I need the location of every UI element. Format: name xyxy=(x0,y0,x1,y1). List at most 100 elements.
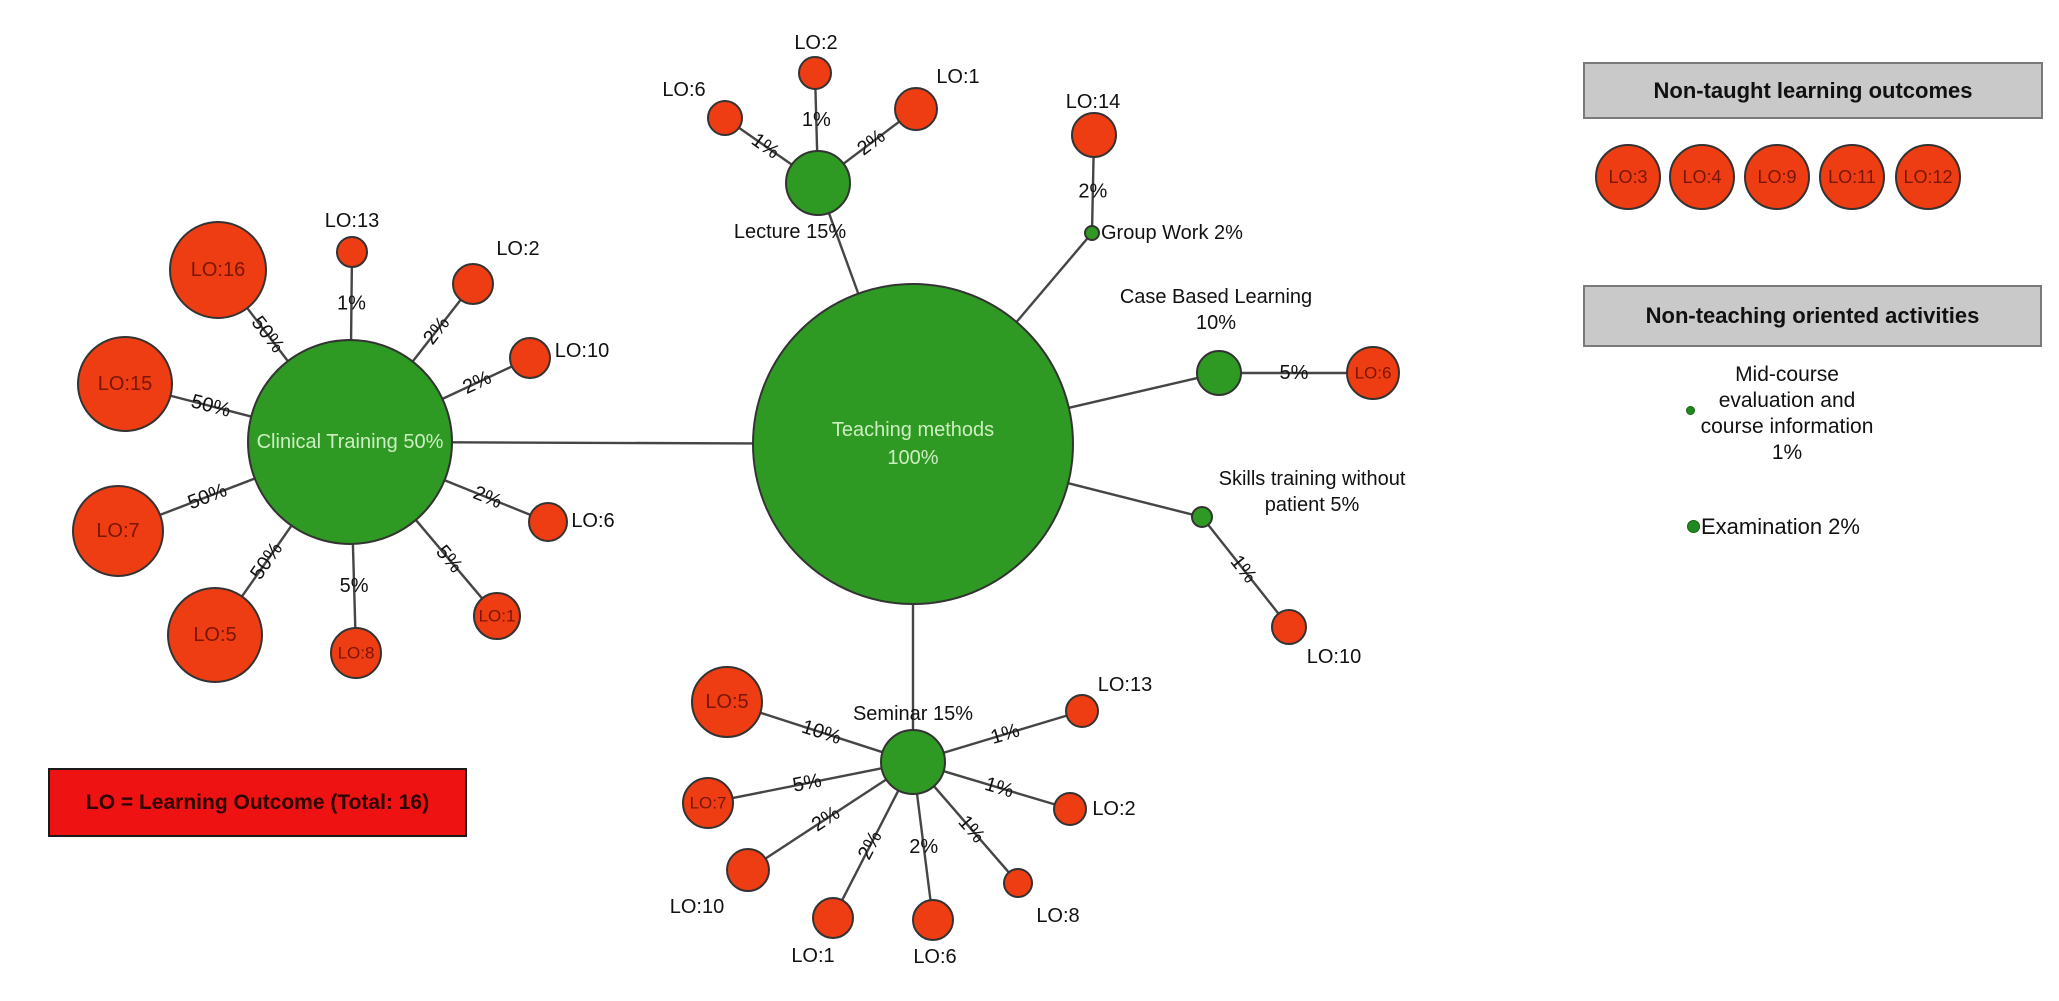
outcome-clinical-lo13-label: LO:13 xyxy=(325,210,379,232)
outcome-clinical-lo15-label: LO:15 xyxy=(98,373,152,395)
nodes-layer xyxy=(72,56,1400,941)
outcome-groupwork-lo14-label: LO:14 xyxy=(1066,91,1120,113)
outcome-clinical-lo6-label: LO:6 xyxy=(571,510,614,532)
edge-lecture-lo6 xyxy=(738,126,793,166)
outcome-seminar-lo5-label: LO:5 xyxy=(705,691,748,713)
outcome-clinical-lo15-circle xyxy=(77,336,173,432)
edge-pct-clinical-lo10: 2% xyxy=(459,366,495,398)
outcome-lecture-lo2-label: LO:2 xyxy=(794,32,837,54)
edge-pct-clinical-lo5: 50% xyxy=(246,538,287,584)
edge-groupwork-lo14 xyxy=(1090,156,1095,227)
outcome-clinical-lo2-label: LO:2 xyxy=(496,238,539,260)
edge-pct-clinical-lo6: 2% xyxy=(470,482,505,513)
outcome-seminar-lo7-circle xyxy=(682,777,734,829)
outcome-groupwork-lo14-circle xyxy=(1071,112,1117,158)
hub-cbl-circle xyxy=(1196,350,1242,396)
edge-seminar-lo5 xyxy=(759,711,883,754)
legend-text: LO = Learning Outcome (Total: 16) xyxy=(85,790,430,814)
outcome-seminar-lo6-label: LO:6 xyxy=(913,946,956,968)
edge-pct-cbl-lo6: 5% xyxy=(1280,362,1309,384)
edge-skills-lo10 xyxy=(1207,524,1280,615)
edge-pct-groupwork-lo14: 2% xyxy=(1078,180,1107,202)
non-taught-lo11-circle: LO:11 xyxy=(1819,144,1885,210)
outcome-clinical-lo13-circle xyxy=(336,236,368,268)
edge-pct-clinical-lo2: 2% xyxy=(419,312,454,348)
edge-pct-clinical-lo13: 1% xyxy=(337,293,366,315)
edge-pct-lecture-lo1: 2% xyxy=(853,125,889,160)
labels-layer: 50%1%2%50%2%50% 2%50%5%5%1%1%2%2%5%1%10%5… xyxy=(96,32,1405,968)
edge-clinical-lo7 xyxy=(159,477,256,517)
edge-clinical-lo6 xyxy=(444,479,531,516)
outcome-seminar-lo13-label: LO:13 xyxy=(1098,674,1152,696)
outcome-seminar-lo8-circle xyxy=(1003,868,1033,898)
outcome-clinical-lo5-label: LO:5 xyxy=(193,624,236,646)
outcome-clinical-lo10-label: LO:10 xyxy=(555,340,609,362)
edge-clinical-teaching xyxy=(451,441,754,445)
edge-lecture-lo1 xyxy=(842,120,900,165)
edge-clinical-lo1 xyxy=(414,519,484,600)
hub-cbl-label: Case Based Learning 10% xyxy=(1120,286,1312,334)
edge-pct-seminar-lo10: 2% xyxy=(808,802,844,836)
outcome-lecture-lo6-circle xyxy=(707,100,743,136)
edge-seminar-lo10 xyxy=(764,778,887,860)
edge-clinical-lo13 xyxy=(349,266,354,341)
edge-pct-seminar-lo1: 2% xyxy=(854,827,887,863)
examination-label: Examination 2% xyxy=(1701,514,1860,539)
outcome-clinical-lo8-circle xyxy=(330,627,382,679)
non-taught-header: Non-taught learning outcomes xyxy=(1583,62,2043,119)
outcome-seminar-lo10-circle xyxy=(726,848,770,892)
edge-pct-seminar-lo6: 2% xyxy=(909,836,938,858)
edge-pct-lecture-lo6: 1% xyxy=(747,129,783,164)
outcome-clinical-lo5-circle xyxy=(167,587,263,683)
hub-lecture-label: Lecture 15% xyxy=(734,221,847,243)
outcome-clinical-lo2-circle xyxy=(452,263,494,305)
edge-pct-lecture-lo2: 1% xyxy=(802,109,831,131)
outcome-seminar-lo6-circle xyxy=(912,899,954,941)
outcome-clinical-lo1-label: LO:1 xyxy=(479,607,516,626)
non-taught-lo12-circle: LO:12 xyxy=(1895,144,1961,210)
outcome-lecture-lo2-circle xyxy=(798,56,832,90)
edge-pct-seminar-lo7: 5% xyxy=(791,770,824,797)
edge-clinical-lo8 xyxy=(351,543,357,629)
edge-pct-seminar-lo5: 10% xyxy=(799,716,844,749)
outcome-seminar-lo8-label: LO:8 xyxy=(1036,905,1079,927)
outcome-lecture-lo1-circle xyxy=(894,87,938,131)
outcome-cbl-lo6-label: LO:6 xyxy=(1355,364,1392,383)
outcome-seminar-lo1-circle xyxy=(812,897,854,939)
hub-groupwork-circle xyxy=(1084,225,1100,241)
midcourse-dot-icon xyxy=(1686,406,1695,415)
non-taught-lo4-circle: LO:4 xyxy=(1669,144,1735,210)
edge-pct-clinical-lo8: 5% xyxy=(340,575,369,597)
edge-clinical-lo16 xyxy=(246,307,289,362)
non-taught-lo11-label: LO:11 xyxy=(1828,166,1876,187)
edge-seminar-lo2 xyxy=(943,770,1056,806)
outcome-clinical-lo8-label: LO:8 xyxy=(338,644,375,663)
non-taught-lo12-label: LO:12 xyxy=(1903,166,1953,187)
midcourse-line-1: Mid-course xyxy=(1735,363,1839,386)
non-taught-lo3-circle: LO:3 xyxy=(1595,144,1661,210)
outcome-seminar-lo5-circle xyxy=(691,666,763,738)
outcome-clinical-lo16-circle xyxy=(169,221,267,319)
edge-seminar-lo8 xyxy=(933,785,1010,874)
non-taught-lo9-circle: LO:9 xyxy=(1744,144,1810,210)
edge-clinical-lo10 xyxy=(441,365,513,400)
outcome-clinical-lo7-circle xyxy=(72,485,164,577)
hub-lecture-circle xyxy=(785,150,851,216)
outcome-clinical-lo10-circle xyxy=(509,337,551,379)
outcome-seminar-lo7-label: LO:7 xyxy=(690,794,727,813)
outcome-seminar-lo10-label: LO:10 xyxy=(670,896,724,918)
outcome-skills-lo10-circle xyxy=(1271,609,1307,645)
hub-teaching-circle xyxy=(752,283,1074,605)
edge-seminar-lo13 xyxy=(943,714,1068,754)
edge-lecture-teaching xyxy=(827,212,860,295)
edge-groupwork-teaching xyxy=(1015,237,1089,323)
outcome-skills-lo10-label: LO:10 xyxy=(1307,646,1361,668)
edge-seminar-lo1 xyxy=(841,789,900,901)
non-teaching-header: Non-teaching oriented activities xyxy=(1583,285,2042,347)
edge-pct-clinical-lo16: 50% xyxy=(247,312,289,357)
outcome-seminar-lo2-label: LO:2 xyxy=(1092,798,1135,820)
hub-seminar-label: Seminar 15% xyxy=(853,703,973,725)
outcome-clinical-lo7-label: LO:7 xyxy=(96,520,139,542)
midcourse-line-4: 1% xyxy=(1771,441,1803,464)
